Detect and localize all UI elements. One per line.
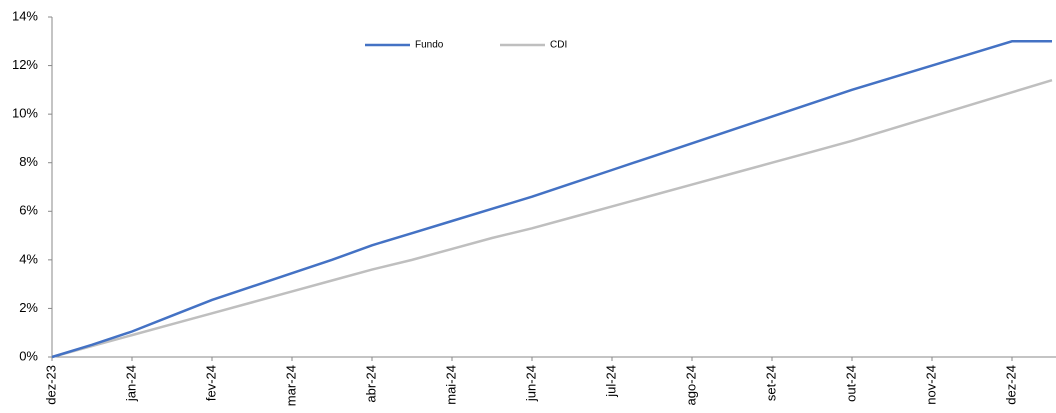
x-tick-label: ago-24 [683,365,698,405]
y-tick-label: 6% [19,203,38,218]
series-line [51,78,1053,359]
series-line [51,40,1052,359]
x-tick-label: fev-24 [203,365,218,401]
y-tick-label: 12% [12,57,38,72]
y-tick-label: 10% [12,106,38,121]
y-tick-label: 0% [19,348,38,363]
legend-label: Fundo [415,40,444,51]
x-tick-label: mai-24 [443,365,458,405]
legend-label: CDI [550,40,567,51]
x-tick-label: jan-24 [123,365,138,402]
x-tick-label: nov-24 [923,365,938,405]
y-tick-label: 14% [12,8,38,23]
x-tick-label: dez-24 [1003,365,1018,405]
x-tick-label: mar-24 [283,365,298,406]
x-tick-label: jul-24 [603,365,618,398]
x-tick-label: abr-24 [363,365,378,403]
x-tick-label: out-24 [843,365,858,402]
x-tick-label: jun-24 [523,365,538,402]
x-tick-label: dez-23 [43,365,58,405]
y-tick-label: 2% [19,300,38,315]
y-tick-label: 4% [19,251,38,266]
y-tick-label: 8% [19,154,38,169]
x-tick-label: set-24 [763,365,778,401]
